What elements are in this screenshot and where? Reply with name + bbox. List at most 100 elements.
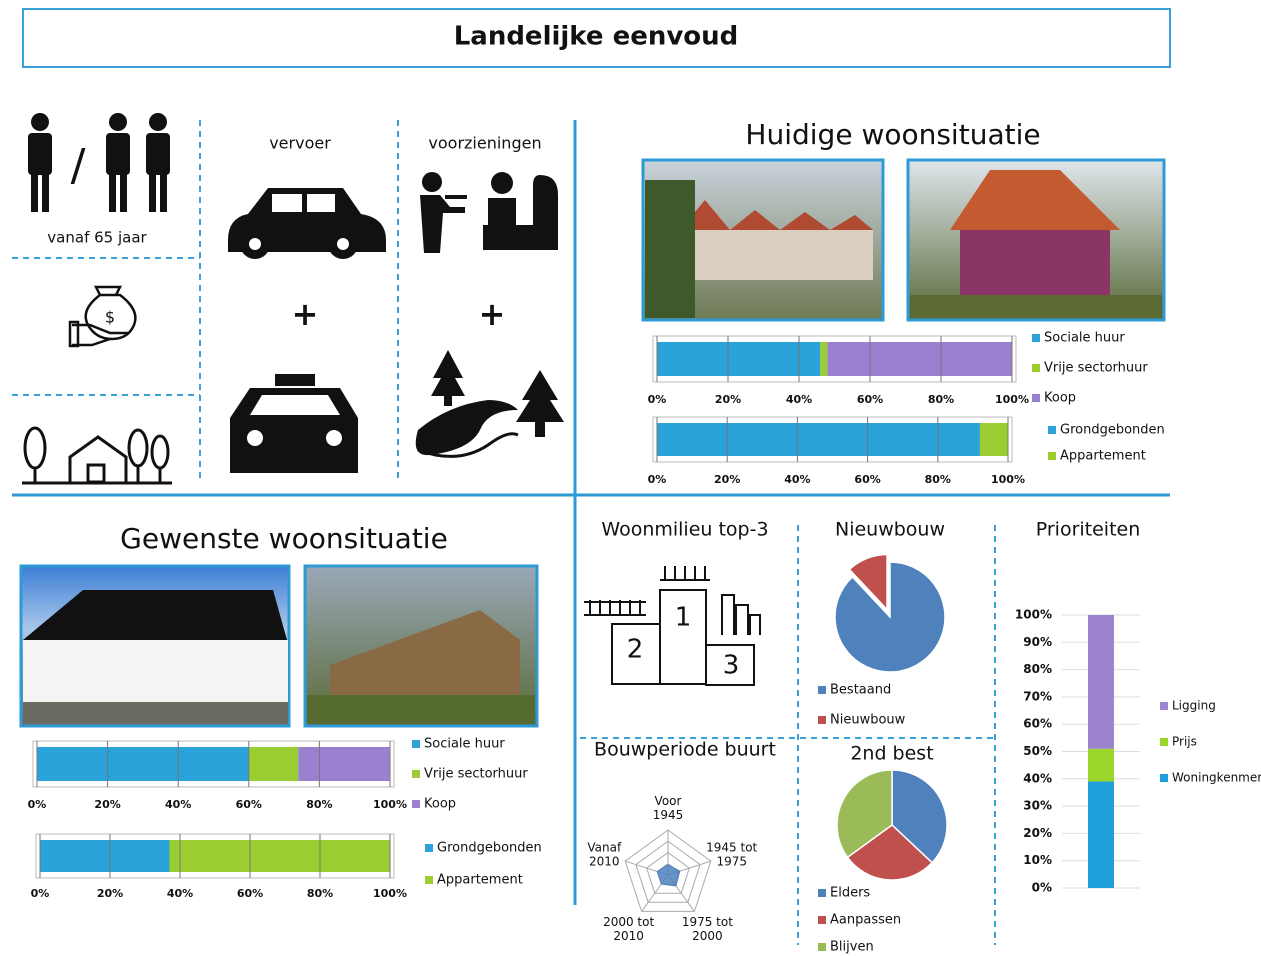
x-tick-label: 100% (995, 393, 1029, 406)
x-tick-label: 100% (991, 473, 1025, 486)
river-lines (417, 432, 519, 458)
x-tick-label: 60% (236, 798, 262, 811)
plot-frame (32, 740, 395, 788)
legend-label: Vrije sectorhuur (424, 767, 528, 782)
legend-swatch (1160, 738, 1168, 746)
photo (19, 158, 1166, 728)
taxi-icon (230, 374, 358, 473)
legend-swatch (818, 943, 826, 951)
radar-ring (646, 851, 690, 894)
radar-label: Voor 1945 (653, 794, 684, 822)
bar-segment (820, 342, 828, 376)
y-tick-label: 70% (1023, 689, 1052, 703)
x-tick-label: 20% (97, 887, 123, 900)
x-tick-label: 0% (648, 473, 667, 486)
legend-swatch (818, 716, 826, 724)
podium-icon (584, 566, 761, 686)
x-tick-label: 0% (28, 798, 47, 811)
y-tick-label: 90% (1023, 635, 1052, 649)
y-tick-label: 40% (1023, 771, 1052, 785)
plus: + (479, 295, 506, 333)
money-icon (68, 285, 137, 348)
bar-segment (827, 342, 1012, 376)
legend-swatch (425, 844, 433, 852)
y-tick-label: 50% (1023, 744, 1052, 758)
legend-label: Nieuwbouw (830, 713, 906, 728)
x-tick-label: 80% (306, 798, 332, 811)
legend-swatch (818, 916, 826, 924)
legend-label: Ligging (1172, 699, 1216, 713)
pie-slice (836, 769, 893, 859)
y-tick-label: 80% (1023, 662, 1052, 676)
legend-label: Koop (1044, 391, 1076, 406)
village-icon (22, 426, 172, 485)
radar-label: 1945 tot 1975 (706, 840, 757, 868)
legend-label: Bestaand (830, 683, 891, 698)
section-title: Huidige woonsituatie (745, 118, 1040, 151)
dashed-dividers (12, 120, 996, 945)
y-tick-label: 10% (1023, 853, 1052, 867)
legend-swatch (818, 889, 826, 897)
pie-slice (848, 553, 888, 612)
services-icon (420, 172, 558, 253)
legend-swatch (1032, 364, 1040, 372)
legend-swatch (425, 876, 433, 884)
chart-title: 2nd best (850, 743, 933, 765)
radar-ring (635, 840, 701, 903)
radar-label: 1975 tot 2000 (682, 915, 733, 943)
chart-title: Prioriteiten (1036, 519, 1141, 541)
pie-slice (891, 769, 948, 864)
radar-ring (624, 829, 712, 912)
legend-label: Appartement (1060, 449, 1146, 464)
nature-icon (415, 350, 564, 456)
bar-segment (657, 423, 980, 456)
y-tick-label: 0% (1032, 881, 1052, 895)
legend-label: Grondgebonden (437, 841, 542, 856)
legend-label: Vrije sectorhuur (1044, 361, 1148, 376)
x-tick-label: 20% (94, 798, 120, 811)
legend-label: Appartement (437, 873, 523, 888)
section-label: vervoer (269, 134, 331, 153)
legend-label: Prijs (1172, 735, 1197, 749)
bar-segment (169, 840, 390, 872)
legend-label: Koop (424, 797, 456, 812)
x-tick-label: 0% (648, 393, 667, 406)
x-tick-label: 100% (373, 887, 407, 900)
x-tick-label: 60% (857, 393, 883, 406)
x-tick-label: 40% (165, 798, 191, 811)
chart-title: Nieuwbouw (835, 519, 945, 541)
bar-segment (1088, 748, 1114, 782)
people-icon (28, 113, 170, 212)
chart-title: Woonmilieu top-3 (601, 519, 768, 541)
x-tick-label: 80% (928, 393, 954, 406)
legend-swatch (1160, 774, 1168, 782)
x-tick-label: 40% (167, 887, 193, 900)
car-icon (228, 188, 386, 259)
bar-segment (979, 423, 1008, 456)
x-tick-label: 80% (925, 473, 951, 486)
bar-segment (248, 747, 299, 781)
bar-segment (657, 342, 821, 376)
podium-number: 3 (723, 651, 740, 681)
legend-label: Sociale huur (1044, 331, 1125, 346)
x-tick-label: 80% (307, 887, 333, 900)
x-tick-label: 20% (715, 393, 741, 406)
bar-segment (37, 747, 249, 781)
y-tick-label: 60% (1023, 717, 1052, 731)
x-tick-label: 0% (31, 887, 50, 900)
x-tick-label: 40% (786, 393, 812, 406)
legend-swatch (1048, 426, 1056, 434)
legend-label: Elders (830, 886, 870, 901)
chart-title: Bouwperiode buurt (594, 739, 776, 761)
legend-label: Woningkenmerken (1172, 771, 1261, 785)
bar-segment (40, 840, 170, 872)
legend-label: Blijven (830, 940, 874, 955)
plot-frame (652, 416, 1013, 463)
bar-segment (1088, 615, 1114, 749)
plot-frame (35, 833, 395, 879)
legend-label: Sociale huur (424, 737, 505, 752)
x-tick-label: 40% (784, 473, 810, 486)
y-tick-label: 20% (1023, 826, 1052, 840)
legend-label: Aanpassen (830, 913, 901, 928)
